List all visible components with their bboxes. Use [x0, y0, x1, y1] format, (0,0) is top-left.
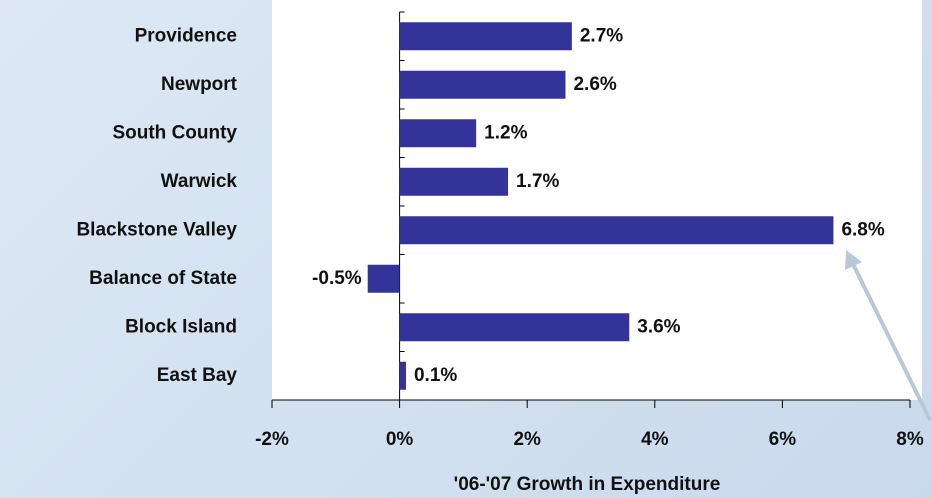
y-tick-label: Balance of State [89, 268, 237, 289]
annotation-arrow [845, 250, 932, 421]
data-label: 3.6% [637, 316, 680, 337]
bar [399, 70, 566, 99]
data-label: 6.8% [841, 219, 884, 240]
x-tick-label: 0% [386, 429, 414, 450]
data-label: 1.2% [484, 122, 527, 143]
data-label: 2.6% [573, 74, 616, 95]
y-tick-label: Block Island [125, 316, 237, 337]
bar [399, 313, 630, 342]
bar [399, 216, 834, 245]
data-label: 0.1% [414, 365, 457, 386]
bar [399, 119, 477, 148]
data-label: -0.5% [312, 268, 362, 289]
y-tick-label: Providence [135, 25, 237, 46]
x-axis-label: '06-'07 Growth in Expenditure [454, 474, 721, 495]
y-tick-label: East Bay [157, 365, 238, 386]
bar [399, 361, 406, 390]
x-tick-label: 8% [896, 429, 924, 450]
y-tick-label: Warwick [161, 171, 238, 192]
bar [367, 264, 400, 293]
y-tick-label: Blackstone Valley [76, 219, 237, 240]
bar [399, 22, 572, 51]
x-tick-label: 2% [513, 429, 541, 450]
x-tick-label: -2% [255, 429, 289, 450]
data-label: 2.7% [580, 25, 623, 46]
data-label: 1.7% [516, 171, 559, 192]
y-tick-label: Newport [161, 74, 238, 95]
x-tick-label: 6% [769, 429, 797, 450]
bar [399, 167, 509, 196]
y-tick-label: South County [112, 122, 237, 143]
x-tick-label: 4% [641, 429, 669, 450]
